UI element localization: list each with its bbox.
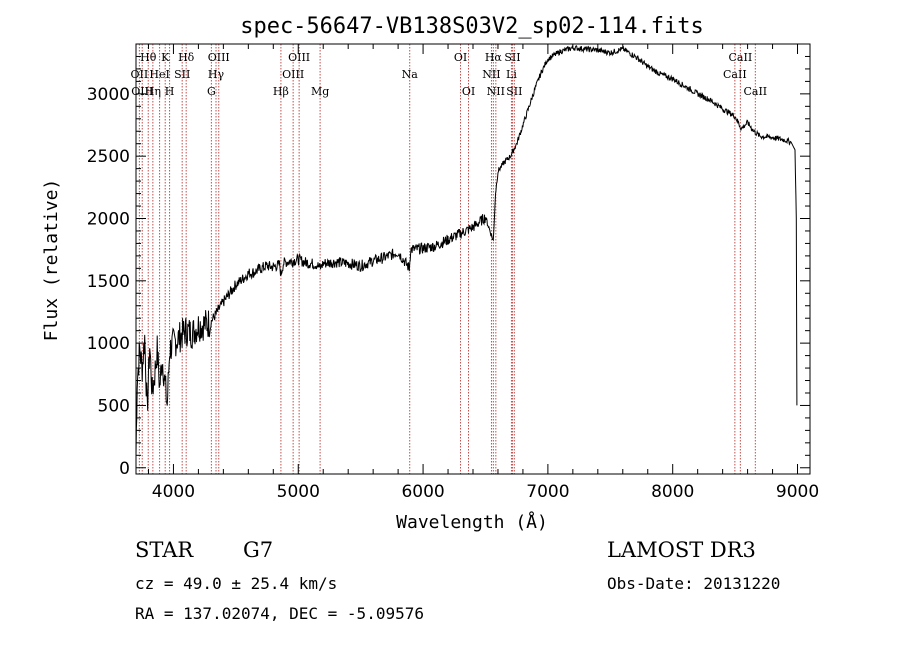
line-label: OI [454,51,467,64]
spectrum-line [135,45,798,456]
line-label: Hγ [208,68,225,81]
x-tick-label: 6000 [401,482,444,502]
line-label: SII [504,51,520,64]
line-label: Hα [485,51,503,64]
line-label: OIII [131,85,153,98]
x-axis-ticks: 4000 5000 6000 7000 8000 9000 [147,44,819,502]
observation-date: Obs-Date: 20131220 [607,574,781,593]
chart-title: spec-56647-VB138S03V2_sp02-114.fits [240,14,704,39]
ra-dec-coordinates: RA = 137.02074, DEC = -5.09576 [135,604,424,623]
x-axis-label: Wavelength (Å) [396,511,548,533]
line-label: Hθ [140,51,157,64]
line-label: Hδ [178,51,195,64]
y-tick-label: 1000 [87,334,130,354]
y-tick-label: 3000 [87,85,130,105]
emission-line-markers [138,44,756,474]
line-label: H [165,85,175,98]
x-tick-label: 9000 [776,482,819,502]
y-axis-ticks: 0 500 1000 1500 2000 2500 3000 [87,55,810,479]
line-label: OIII [288,51,310,64]
line-label: OII [131,68,149,81]
line-label: CaII [723,68,747,81]
line-label: G [207,85,216,98]
line-label: OIII [282,68,304,81]
y-tick-label: 500 [98,396,130,416]
y-axis-label: Flux (relative) [41,179,62,342]
line-label: SII [506,85,522,98]
line-label: OI [462,85,475,98]
y-tick-label: 2500 [87,147,130,167]
spectrum-series [135,45,798,456]
survey-name: LAMOST DR3 [607,538,756,562]
line-label: K [161,51,170,64]
line-label: Mg [311,85,329,98]
line-label: CaII [743,85,767,98]
line-label: Na [402,68,419,81]
spectral-subclass: G7 [243,538,274,562]
line-label: NII [487,85,505,98]
object-type: STAR [135,538,194,562]
x-tick-label: 5000 [277,482,320,502]
y-tick-label: 2000 [87,209,130,229]
x-tick-label: 4000 [152,482,195,502]
line-label: NII [482,68,500,81]
y-tick-label: 0 [119,459,130,479]
redshift-cz: cz = 49.0 ± 25.4 km/s [135,574,338,593]
line-label: Li [506,68,517,81]
line-label: HeI [149,68,169,81]
line-label: SII [174,68,190,81]
plot-frame [135,43,811,475]
x-tick-label: 8000 [651,482,694,502]
line-label: OIII [208,51,230,64]
y-tick-label: 1500 [87,272,130,292]
line-label: Hβ [273,85,289,98]
line-label: CaII [729,51,753,64]
line-label: Hη [145,85,161,98]
x-tick-label: 7000 [526,482,569,502]
